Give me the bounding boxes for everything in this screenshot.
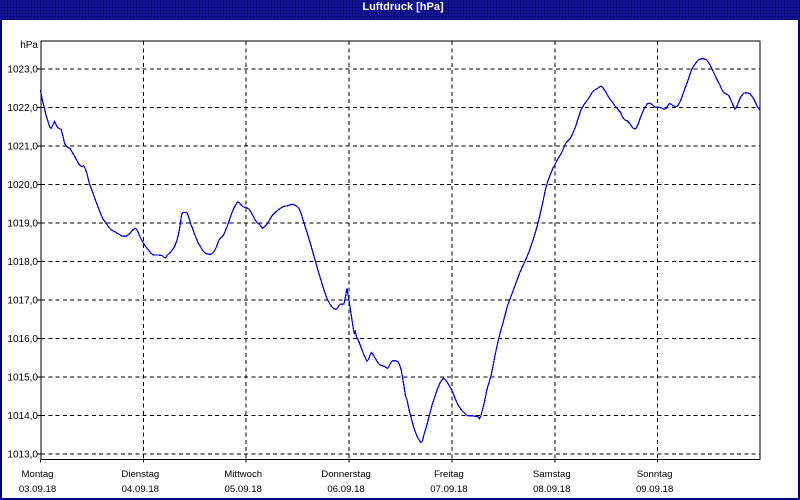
svg-text:08.09.18: 08.09.18 xyxy=(533,484,570,495)
svg-text:1017,0: 1017,0 xyxy=(7,296,38,307)
svg-text:1021,0: 1021,0 xyxy=(7,142,38,153)
svg-text:hPa: hPa xyxy=(20,40,38,51)
svg-text:06.09.18: 06.09.18 xyxy=(327,484,364,495)
svg-text:Dienstag: Dienstag xyxy=(121,469,159,480)
svg-text:1022,0: 1022,0 xyxy=(7,103,38,114)
svg-text:1016,0: 1016,0 xyxy=(7,334,38,345)
svg-text:Donnerstag: Donnerstag xyxy=(321,469,371,480)
svg-text:04.09.18: 04.09.18 xyxy=(122,484,159,495)
svg-text:09.09.18: 09.09.18 xyxy=(636,484,673,495)
svg-text:Freitag: Freitag xyxy=(434,469,464,480)
svg-text:1020,0: 1020,0 xyxy=(7,180,38,191)
svg-text:1019,0: 1019,0 xyxy=(7,219,38,230)
svg-text:1014,0: 1014,0 xyxy=(7,411,38,422)
svg-text:Mittwoch: Mittwoch xyxy=(224,469,262,480)
svg-text:1023,0: 1023,0 xyxy=(7,65,38,76)
svg-text:1018,0: 1018,0 xyxy=(7,257,38,268)
svg-text:1015,0: 1015,0 xyxy=(7,373,38,384)
svg-text:07.09.18: 07.09.18 xyxy=(430,484,467,495)
svg-text:1013,0: 1013,0 xyxy=(7,450,38,461)
svg-text:Sonntag: Sonntag xyxy=(637,469,673,480)
svg-text:Samstag: Samstag xyxy=(533,469,571,480)
svg-text:Montag: Montag xyxy=(22,469,54,480)
svg-text:03.09.18: 03.09.18 xyxy=(19,484,56,495)
svg-text:05.09.18: 05.09.18 xyxy=(225,484,262,495)
